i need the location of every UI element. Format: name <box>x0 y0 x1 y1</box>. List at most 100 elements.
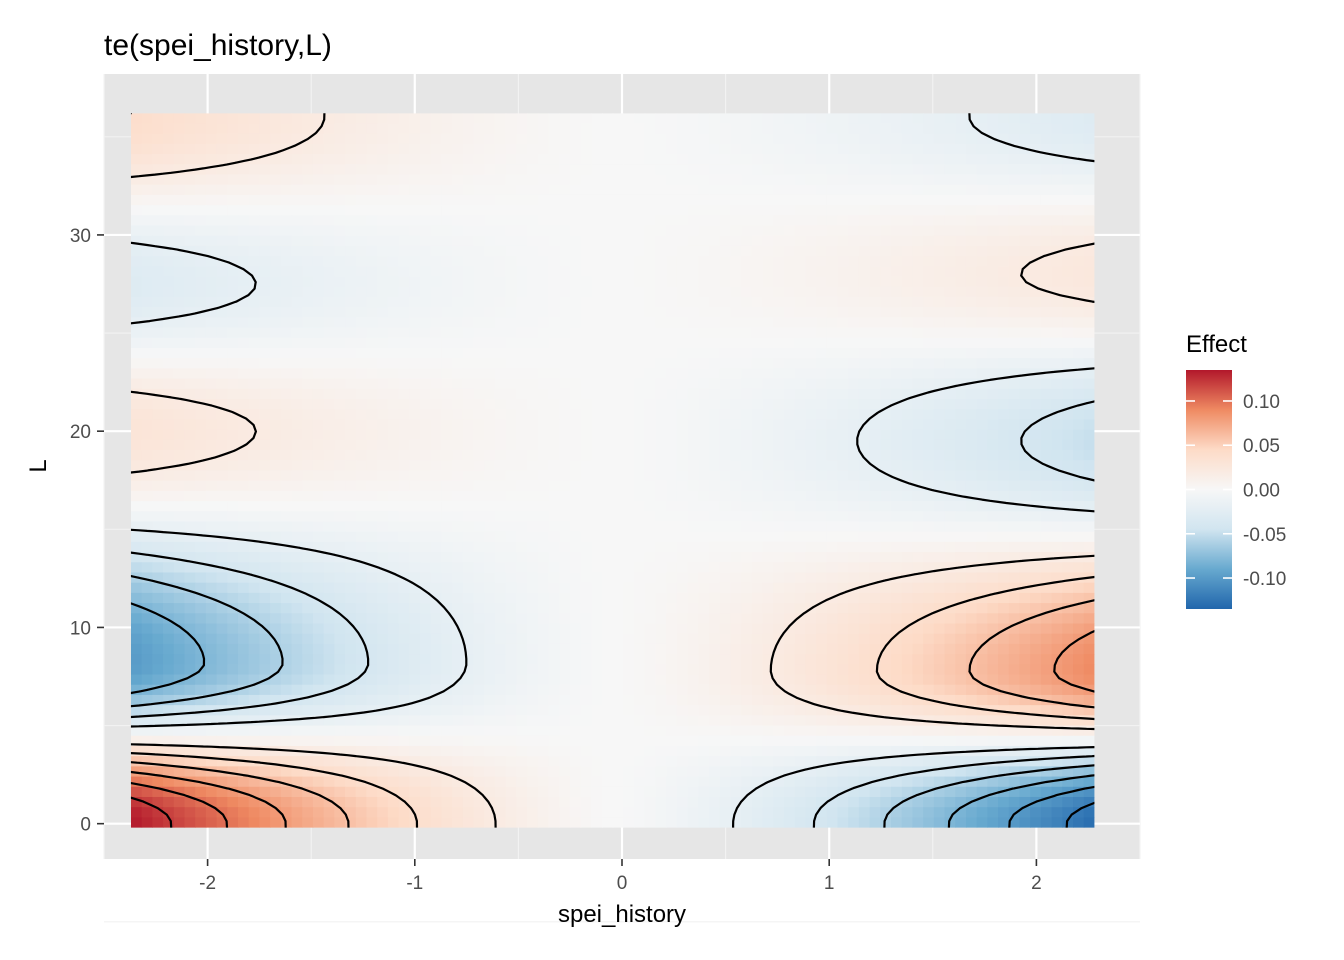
raster-cell <box>559 470 571 482</box>
raster-cell <box>965 368 978 380</box>
raster-cell <box>933 123 946 135</box>
raster-cell <box>783 460 796 472</box>
raster-cell <box>709 205 721 216</box>
raster-cell <box>163 143 175 155</box>
raster-cell <box>794 296 806 308</box>
raster-cell <box>409 572 421 584</box>
raster-cell <box>987 184 999 196</box>
raster-cell <box>869 215 881 227</box>
raster-cell <box>302 154 314 165</box>
raster-cell <box>998 592 1010 604</box>
raster-cell <box>816 276 828 288</box>
raster-cell <box>270 633 282 645</box>
raster-cell <box>655 184 667 196</box>
raster-cell <box>901 572 914 584</box>
raster-cell <box>998 613 1010 625</box>
raster-cell <box>783 429 796 441</box>
raster-cell <box>901 409 914 420</box>
raster-cell <box>141 368 153 380</box>
raster-cell <box>419 256 432 267</box>
raster-cell <box>858 113 871 125</box>
raster-cell <box>291 521 303 533</box>
raster-cell <box>891 592 903 604</box>
raster-cell <box>869 490 881 502</box>
raster-cell <box>880 307 892 318</box>
raster-cell <box>398 582 410 594</box>
raster-cell <box>880 450 892 461</box>
raster-cell <box>173 439 186 451</box>
raster-cell <box>441 296 453 308</box>
raster-cell <box>837 592 849 604</box>
raster-cell <box>912 388 924 400</box>
raster-cell <box>848 154 860 165</box>
raster-cell <box>1030 133 1042 145</box>
raster-cell <box>623 429 635 441</box>
raster-cell <box>216 521 228 533</box>
raster-cell <box>751 327 764 339</box>
raster-cell <box>494 307 507 318</box>
raster-cell <box>366 633 378 645</box>
raster-cell <box>302 256 314 267</box>
raster-cell <box>837 337 849 349</box>
raster-cell <box>869 286 881 298</box>
raster-cell <box>837 205 849 216</box>
raster-cell <box>655 409 667 420</box>
raster-cell <box>366 429 378 441</box>
raster-cell <box>280 552 293 563</box>
raster-cell <box>280 164 293 176</box>
raster-cell <box>527 123 539 135</box>
raster-cell <box>505 541 517 553</box>
raster-cell <box>173 398 186 410</box>
raster-cell <box>955 184 967 196</box>
raster-cell <box>484 164 496 176</box>
raster-cell <box>741 582 753 594</box>
raster-cell <box>270 511 282 523</box>
raster-cell <box>323 205 335 216</box>
raster-cell <box>912 623 924 635</box>
raster-cell <box>634 490 646 502</box>
raster-cell <box>580 174 592 186</box>
raster-cell <box>548 174 560 186</box>
raster-cell <box>312 409 325 420</box>
raster-cell <box>591 419 603 431</box>
raster-cell <box>516 388 528 400</box>
raster-cell <box>291 347 303 359</box>
raster-cell <box>537 388 550 400</box>
raster-cell <box>505 664 517 676</box>
raster-cell <box>537 174 550 186</box>
raster-cell <box>248 623 260 635</box>
raster-cell <box>891 164 903 176</box>
raster-cell <box>741 286 753 298</box>
raster-cell <box>805 317 817 329</box>
raster-cell <box>623 307 635 318</box>
raster-cell <box>280 398 293 410</box>
raster-cell <box>559 113 571 125</box>
raster-cell <box>430 460 442 472</box>
raster-cell <box>163 521 175 533</box>
raster-cell <box>248 531 260 543</box>
raster-cell <box>312 113 325 125</box>
raster-cell <box>955 133 967 145</box>
raster-cell <box>430 419 442 431</box>
raster-cell <box>912 409 924 420</box>
raster-cell <box>998 429 1010 441</box>
raster-cell <box>783 215 796 227</box>
raster-cell <box>698 643 710 655</box>
raster-cell <box>419 409 432 420</box>
raster-cell <box>291 562 303 574</box>
raster-cell <box>933 286 946 298</box>
raster-cell <box>976 613 988 625</box>
raster-cell <box>494 337 507 349</box>
raster-cell <box>998 582 1010 594</box>
raster-cell <box>387 398 400 410</box>
raster-cell <box>1073 133 1085 145</box>
raster-cell <box>837 470 849 482</box>
raster-cell <box>612 582 624 594</box>
raster-cell <box>741 460 753 472</box>
raster-cell <box>452 358 464 369</box>
raster-cell <box>1019 613 1031 625</box>
raster-cell <box>998 623 1010 635</box>
raster-cell <box>676 541 689 553</box>
raster-cell <box>666 511 678 523</box>
raster-cell <box>623 123 635 135</box>
